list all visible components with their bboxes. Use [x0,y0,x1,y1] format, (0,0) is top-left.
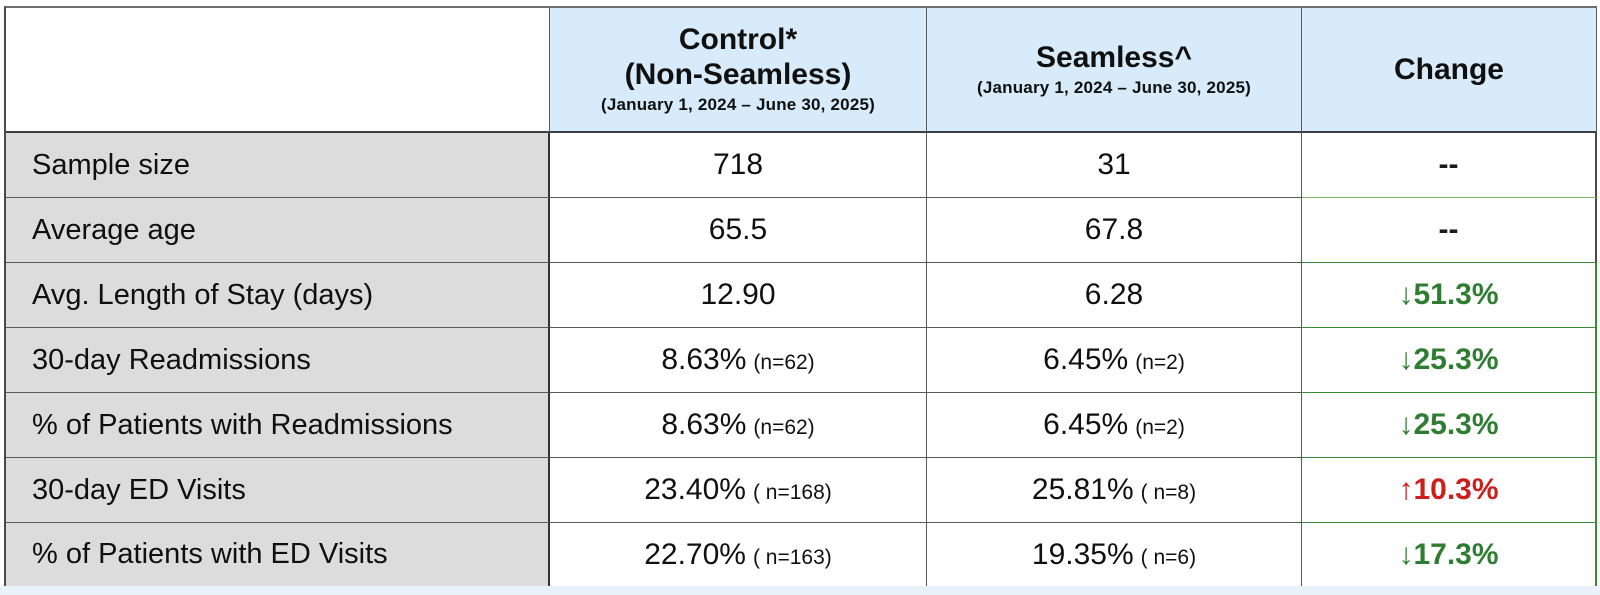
page-background-strip [0,586,1600,595]
down-arrow-icon: ↓ [1398,343,1414,376]
seamless-value-cell: 19.35%( n=6) [927,523,1302,588]
change-header-title: Change [1393,52,1504,86]
change-value-cell: ↓17.3% [1302,523,1597,588]
change-value-cell: ↓51.3% [1302,263,1597,328]
seamless-value: 67.8 [1084,213,1144,246]
corner-header-cell [6,8,550,133]
control-header-subtitle: (Non-Seamless) [624,58,852,92]
up-arrow-icon: ↑ [1398,473,1414,506]
seamless-value: 25.81% [1031,473,1134,506]
seamless-n-count: (n=2) [1135,416,1185,439]
control-column-header: Control* (Non-Seamless) (January 1, 2024… [550,8,927,133]
control-n-count: ( n=168) [752,481,832,504]
table-row: % of Patients with Readmissions 8.63% (n=… [6,393,1597,458]
seamless-value: 31 [1097,148,1131,181]
metric-label: Average age [6,198,550,263]
down-arrow-icon: ↓ [1398,537,1414,571]
change-value-cell: -- [1302,133,1597,198]
control-value-cell: 23.40% ( n=168) [550,458,927,523]
metric-label: % of Patients with Readmissions [6,393,550,458]
control-header-title: Control* [678,23,798,57]
seamless-value: 19.35% [1031,537,1134,571]
change-value: 25.3% [1413,343,1499,376]
change-value: 51.3% [1413,278,1499,311]
seamless-column-header: Seamless^ (January 1, 2024 – June 30, 20… [927,8,1302,133]
seamless-value-cell: 6.45% (n=2) [927,393,1302,458]
control-value: 23.40% [644,473,746,506]
change-value: -- [1438,148,1459,181]
change-value-cell: ↑10.3% [1302,458,1597,523]
change-value: 17.3% [1413,537,1499,571]
seamless-value-cell: 67.8 [927,198,1302,263]
control-value: 8.63% [661,343,747,376]
seamless-header-period: (January 1, 2024 – June 30, 2025) [976,77,1252,97]
table-body: Sample size 718 31 -- Average age 65.5 6… [6,133,1597,588]
control-value-cell: 22.70%( n=163) [550,523,927,588]
control-n-count: (n=62) [753,351,815,374]
control-value: 65.5 [708,213,768,246]
control-value: 12.90 [700,278,776,311]
results-table: Control* (Non-Seamless) (January 1, 2024… [4,6,1597,588]
seamless-n-count: ( n=6) [1140,545,1197,569]
control-value: 718 [712,148,764,181]
change-value: 10.3% [1413,473,1499,506]
seamless-value-cell: 6.28 [927,263,1302,328]
table-row: Avg. Length of Stay (days) 12.90 6.28 ↓5… [6,263,1597,328]
seamless-value-cell: 25.81% ( n=8) [927,458,1302,523]
change-value: -- [1438,213,1459,246]
seamless-value-cell: 31 [927,133,1302,198]
change-value-cell: ↓25.3% [1302,393,1597,458]
seamless-value: 6.28 [1084,278,1144,311]
metric-label: 30-day ED Visits [6,458,550,523]
control-value: 22.70% [644,537,746,571]
table-row: 30-day Readmissions 8.63% (n=62) 6.45% (n=… [6,328,1597,393]
metric-label: % of Patients with ED Visits [6,523,550,588]
change-column-header: Change [1302,8,1597,133]
seamless-value: 6.45% [1043,343,1129,376]
control-header-period: (January 1, 2024 – June 30, 2025) [600,94,876,114]
table-header-row: Control* (Non-Seamless) (January 1, 2024… [6,8,1597,133]
table-row: Average age 65.5 67.8 -- [6,198,1597,263]
control-value-cell: 718 [550,133,927,198]
control-n-count: ( n=163) [752,545,832,569]
change-value: 25.3% [1413,408,1499,441]
seamless-value: 6.45% [1043,408,1129,441]
metric-label: Avg. Length of Stay (days) [6,263,550,328]
seamless-n-count: (n=2) [1135,351,1185,374]
control-n-count: (n=62) [753,416,815,439]
change-value-cell: -- [1302,198,1597,263]
table-row: Sample size 718 31 -- [6,133,1597,198]
metric-label: Sample size [6,133,550,198]
seamless-value-cell: 6.45% (n=2) [927,328,1302,393]
metric-label: 30-day Readmissions [6,328,550,393]
down-arrow-icon: ↓ [1398,278,1414,311]
table-row: 30-day ED Visits 23.40% ( n=168) 25.81% ( … [6,458,1597,523]
change-value-cell: ↓25.3% [1302,328,1597,393]
control-value-cell: 12.90 [550,263,927,328]
control-value-cell: 65.5 [550,198,927,263]
down-arrow-icon: ↓ [1398,408,1414,441]
control-value-cell: 8.63% (n=62) [550,393,927,458]
seamless-n-count: ( n=8) [1140,481,1197,504]
seamless-header-title: Seamless^ [1036,40,1192,74]
control-value-cell: 8.63% (n=62) [550,328,927,393]
table-row: % of Patients with ED Visits 22.70%( n=1… [6,523,1597,588]
control-value: 8.63% [661,408,747,441]
